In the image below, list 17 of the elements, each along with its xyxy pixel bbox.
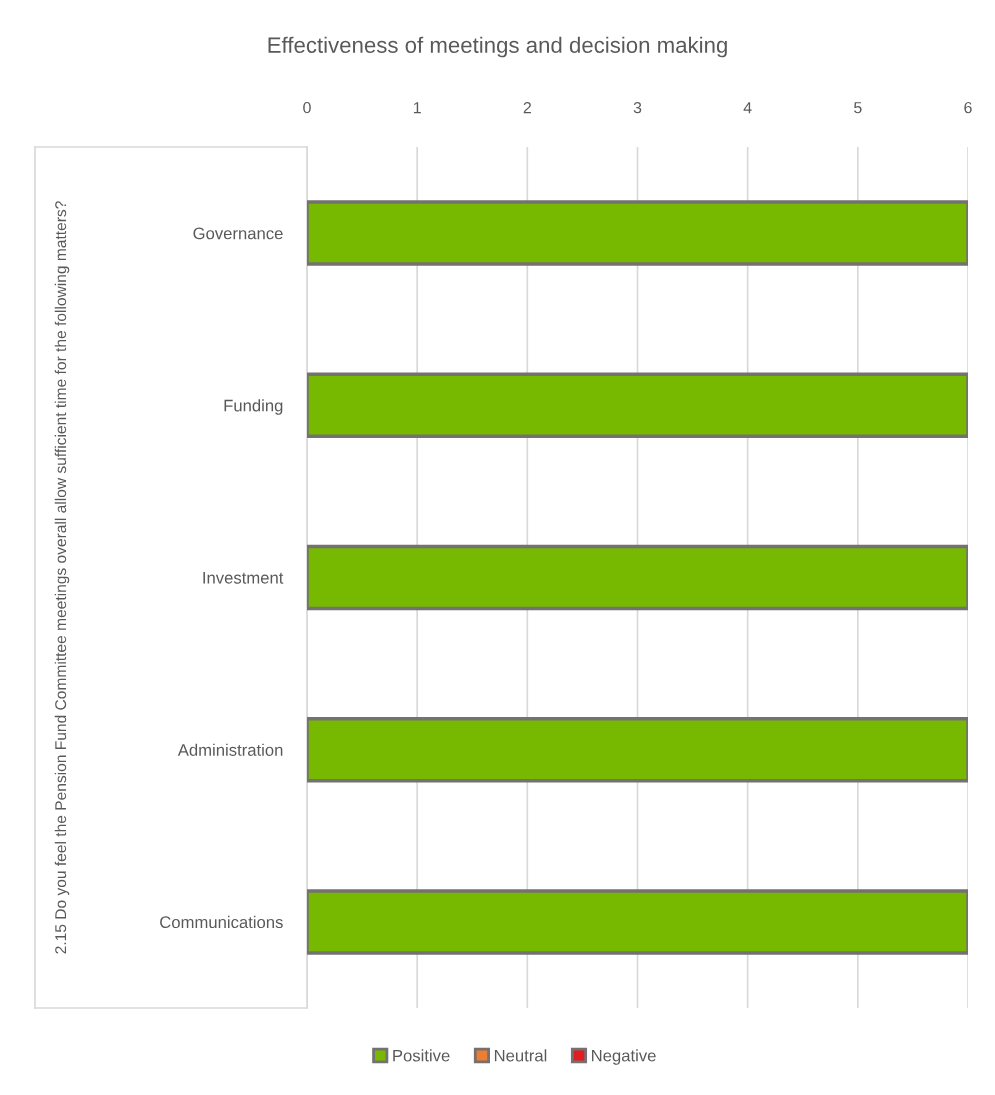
- legend-label: Neutral: [494, 1049, 547, 1062]
- legend-label: Positive: [393, 1049, 450, 1062]
- x-tick-label: 2: [523, 101, 531, 114]
- y-tick-label: Investment: [203, 572, 284, 584]
- y-tick-label: Communications: [160, 915, 283, 929]
- x-tick-label: 3: [633, 101, 642, 114]
- y-tick-label: Administration: [177, 743, 283, 756]
- x-tick-label: 4: [743, 102, 752, 114]
- x-tick-label: 0: [303, 101, 311, 114]
- y-tick-label: Governance: [193, 227, 283, 240]
- y-tick-label: Funding: [224, 399, 283, 415]
- x-tick-label: 5: [854, 102, 862, 114]
- chart-title: Effectiveness of meetings and decision making: [268, 36, 727, 58]
- legend-label: Negative: [592, 1049, 656, 1065]
- x-tick-label: 1: [413, 102, 421, 114]
- text: 2.15 Do you feel the Pension Fund Committee meetings overall allow sufficient time for the following matters?: [54, 201, 70, 954]
- x-tick-label: 6: [964, 101, 972, 114]
